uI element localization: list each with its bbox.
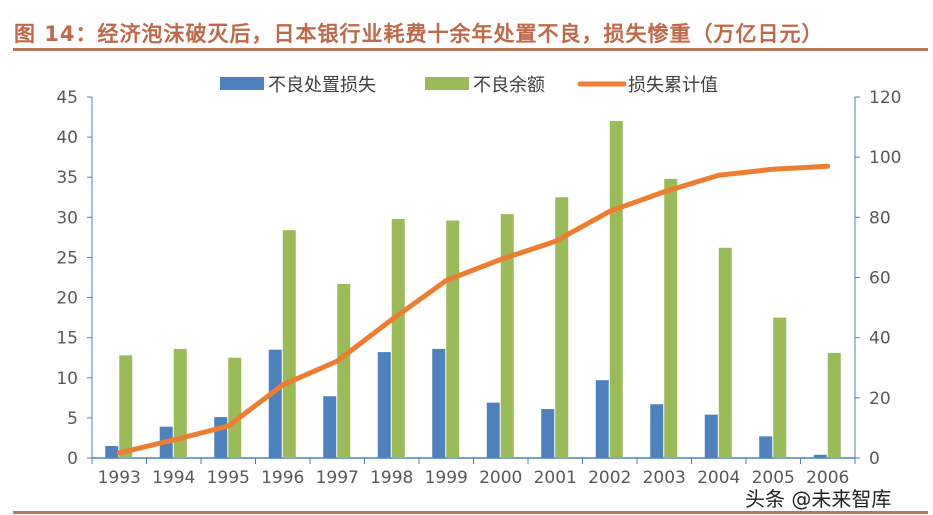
bar-不良处置损失 <box>650 404 664 458</box>
x-tick-label: 1993 <box>98 468 141 488</box>
left-tick-label: 5 <box>67 409 78 429</box>
bar-不良余额 <box>173 348 187 458</box>
x-tick-label: 2003 <box>643 468 686 488</box>
bar-不良余额 <box>664 178 678 458</box>
title-divider <box>13 48 928 51</box>
x-tick-label: 2002 <box>588 468 631 488</box>
x-tick-label: 2006 <box>806 468 849 488</box>
bar-不良处置损失 <box>541 409 555 458</box>
bar-不良处置损失 <box>759 436 773 458</box>
left-tick-label: 0 <box>67 449 78 469</box>
bar-不良余额 <box>773 317 787 458</box>
left-tick-label: 30 <box>56 208 78 228</box>
bar-不良处置损失 <box>486 402 500 458</box>
footer-divider <box>13 511 928 514</box>
left-tick-label: 15 <box>56 329 78 349</box>
bar-不良处置损失 <box>595 380 609 458</box>
left-tick-label: 20 <box>56 289 78 309</box>
x-tick-label: 2005 <box>752 468 795 488</box>
right-tick-label: 0 <box>869 449 880 469</box>
bar-不良余额 <box>827 352 841 458</box>
right-tick-label: 20 <box>869 389 891 409</box>
legend-label: 不良余额 <box>473 75 545 96</box>
x-tick-label: 1995 <box>207 468 250 488</box>
right-tick-label: 80 <box>869 208 891 228</box>
left-tick-label: 35 <box>56 168 78 188</box>
bar-不良处置损失 <box>105 445 119 458</box>
bar-不良余额 <box>391 218 405 458</box>
bar-不良处置损失 <box>323 396 337 458</box>
legend-label: 不良处置损失 <box>268 75 376 96</box>
right-tick-label: 60 <box>869 269 891 289</box>
bar-不良余额 <box>446 220 460 458</box>
bar-不良余额 <box>228 357 242 458</box>
bar-不良处置损失 <box>813 454 827 458</box>
bar-不良处置损失 <box>214 417 228 458</box>
x-tick-label: 2001 <box>534 468 577 488</box>
right-tick-label: 40 <box>869 329 891 349</box>
line-损失累计值 <box>116 163 831 456</box>
chart-title: 图 14：经济泡沫破灭后，日本银行业耗费十余年处置不良，损失惨重（万亿日元） <box>14 22 824 46</box>
legend-swatch <box>220 77 264 90</box>
bar-不良余额 <box>609 121 623 459</box>
x-tick-label: 2004 <box>697 468 740 488</box>
x-tick-label: 1997 <box>316 468 359 488</box>
watermark: 头条 @未来智库 <box>745 487 892 511</box>
x-tick-label: 1999 <box>425 468 468 488</box>
legend-swatch <box>425 77 469 90</box>
x-tick-label: 1998 <box>370 468 413 488</box>
left-tick-label: 25 <box>56 248 78 268</box>
bar-不良余额 <box>119 355 133 458</box>
x-tick-label: 2000 <box>479 468 522 488</box>
bar-不良余额 <box>718 247 732 458</box>
left-tick-label: 10 <box>56 369 78 389</box>
bar-不良处置损失 <box>377 352 391 458</box>
bar-不良处置损失 <box>268 349 282 458</box>
x-tick-label: 1996 <box>261 468 304 488</box>
left-tick-label: 45 <box>56 88 78 108</box>
bar-不良处置损失 <box>432 348 446 458</box>
bar-不良余额 <box>500 214 514 458</box>
bar-不良处置损失 <box>704 414 718 458</box>
right-tick-label: 100 <box>869 148 901 168</box>
legend-label: 损失累计值 <box>628 75 718 96</box>
bar-不良余额 <box>282 230 296 458</box>
left-tick-label: 40 <box>56 128 78 148</box>
bar-不良余额 <box>555 197 569 458</box>
right-tick-label: 120 <box>869 88 901 108</box>
x-tick-label: 1994 <box>152 468 195 488</box>
bar-不良余额 <box>337 283 351 458</box>
